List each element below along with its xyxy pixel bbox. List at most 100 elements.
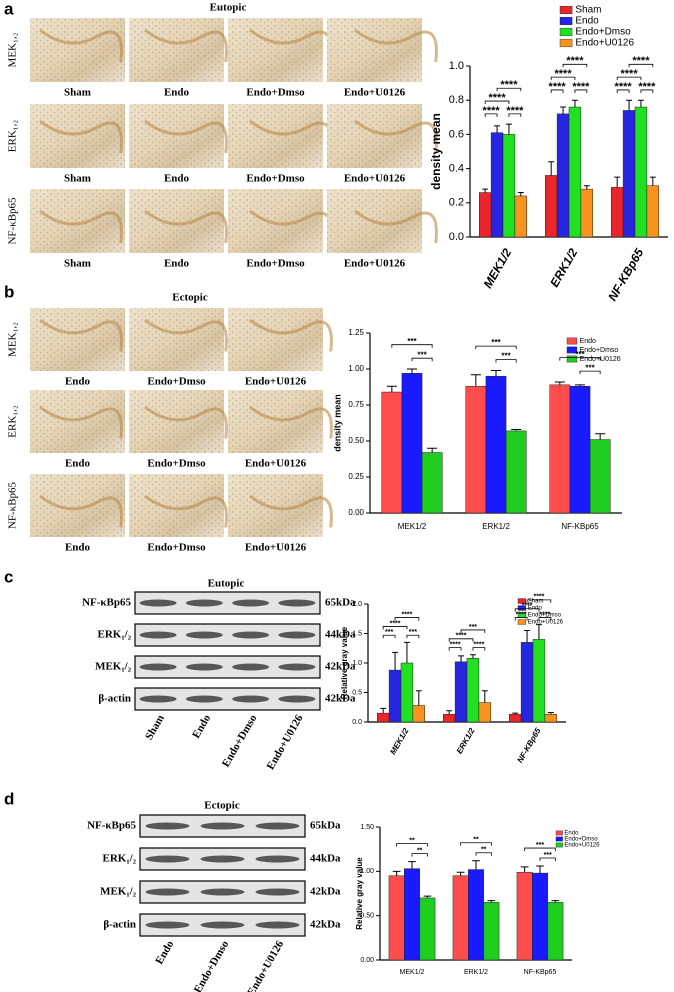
error-bar <box>472 860 480 870</box>
significance-label: **** <box>638 81 656 93</box>
significance-bracket <box>550 89 564 93</box>
micrograph-cells <box>327 18 422 82</box>
panel-label: c <box>4 567 13 586</box>
blot-size: 42kDa <box>310 886 341 898</box>
blot-band <box>232 663 270 671</box>
micrograph-cells <box>129 189 224 253</box>
blot-band <box>278 695 316 703</box>
bar <box>454 661 468 723</box>
bar <box>381 391 403 514</box>
x-tick-label: MEK1/2 <box>398 522 427 531</box>
significance-bracket <box>538 617 552 621</box>
significance-label: **** <box>450 642 461 649</box>
lane-label: Endo+Dmso <box>220 712 260 769</box>
micrograph-cells <box>129 18 224 82</box>
significance-label: **** <box>488 92 506 104</box>
legend-label: Endo <box>564 831 579 837</box>
panel-label: a <box>4 0 14 18</box>
bar <box>401 373 423 514</box>
significance-bracket <box>539 857 556 862</box>
significance-bracket <box>406 634 420 639</box>
bar <box>520 642 534 723</box>
error-bar <box>408 861 416 869</box>
bar <box>634 106 648 238</box>
y-tick-label: 1.25 <box>348 328 364 337</box>
significance-label: **** <box>522 603 533 610</box>
significance-label: *** <box>544 852 552 859</box>
x-tick-label: NF-KBp65 <box>561 522 599 531</box>
significance-label: **** <box>456 633 467 640</box>
row-label: MEK₁,₂ <box>7 32 19 67</box>
significance-label: *** <box>385 629 393 636</box>
legend-label: Endo+U0126 <box>528 620 564 626</box>
blot-band <box>255 855 300 863</box>
blot-band <box>255 921 300 929</box>
legend-swatch <box>517 605 526 611</box>
micrograph-cells <box>30 474 125 537</box>
panel-title: Eutopic <box>210 2 247 14</box>
significance-label: **** <box>566 55 584 67</box>
significance-label: *** <box>469 624 477 631</box>
y-axis-label: Relative gray value <box>355 857 364 930</box>
micrograph-cells <box>228 104 323 168</box>
tissue-structure <box>144 28 228 63</box>
significance-bracket <box>616 89 630 93</box>
bar <box>646 185 660 238</box>
error-bar <box>536 865 544 874</box>
y-tick-label: 0.50 <box>348 436 364 445</box>
bar <box>544 714 558 723</box>
y-axis-label: Relative gray value <box>340 626 349 699</box>
column-label: Endo+U0126 <box>344 258 406 270</box>
significance-label: *** <box>491 338 501 347</box>
significance-label: **** <box>632 55 650 67</box>
bar <box>556 113 570 238</box>
significance-bracket <box>562 63 588 68</box>
micrograph-cells <box>228 18 323 82</box>
tissue-structure <box>39 494 123 528</box>
y-tick-label: 0.00 <box>348 508 364 517</box>
error-bar <box>574 384 586 387</box>
blot-size: 42kDa <box>310 919 341 931</box>
legend-swatch <box>555 830 563 836</box>
blot-band <box>200 822 245 830</box>
bar <box>468 869 484 961</box>
legend-swatch <box>517 598 526 604</box>
x-tick-label: ERK1/2 <box>547 246 580 290</box>
y-tick-label: 0.00 <box>360 957 374 964</box>
error-bar <box>490 369 502 377</box>
bar <box>478 702 492 723</box>
column-label: Endo+Dmso <box>147 458 206 470</box>
significance-label: **** <box>516 611 527 618</box>
blot-strip <box>134 655 321 679</box>
tissue-structure <box>39 28 123 63</box>
blot-band <box>145 855 190 863</box>
y-tick-label: 0.0 <box>352 719 362 726</box>
tissue-structure <box>144 494 228 528</box>
column-label: Endo <box>65 542 91 554</box>
bar <box>549 384 571 514</box>
bar <box>404 868 420 961</box>
bar <box>532 639 546 723</box>
bar <box>508 714 522 723</box>
row-label: ERK₁,₂ <box>7 405 19 438</box>
significance-label: **** <box>483 105 501 117</box>
significance-bracket <box>508 113 522 117</box>
significance-label: *** <box>501 352 511 361</box>
blot-size: 44kDa <box>310 853 341 865</box>
lane-label: Endo+Dmso <box>192 938 232 992</box>
blot-label: MEK₁/₂ <box>95 661 132 673</box>
significance-label: *** <box>417 350 427 359</box>
bar <box>483 902 500 961</box>
error-bar <box>392 870 401 876</box>
tissue-structure <box>249 318 333 352</box>
bar <box>568 106 582 238</box>
blot-band <box>185 599 223 607</box>
micrograph-cells <box>30 308 125 371</box>
significance-bracket <box>550 76 576 81</box>
bar <box>580 188 594 238</box>
tissue-structure <box>39 318 123 352</box>
blot-band <box>139 695 177 703</box>
bar <box>502 134 516 238</box>
y-tick-label: 0.6 <box>449 128 464 140</box>
legend-swatch <box>517 619 526 625</box>
